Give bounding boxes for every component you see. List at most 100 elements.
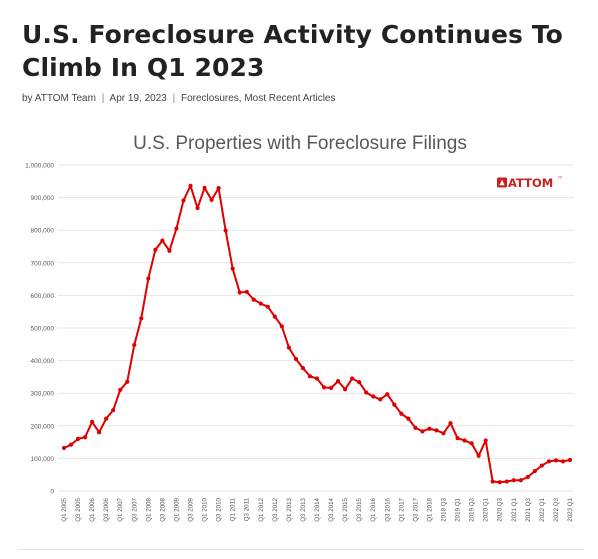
x-tick-label: 2018 Q3: [441, 497, 448, 521]
data-point: [68, 442, 74, 447]
data-point: [97, 430, 102, 435]
data-point: [328, 385, 334, 391]
x-tick-label: Q3 2009: [188, 497, 195, 521]
x-tick-label: Q1 2012: [258, 497, 265, 521]
data-point: [560, 459, 566, 464]
y-tick-label: 400,000: [31, 358, 55, 365]
x-tick-label: Q1 2005: [61, 497, 68, 521]
x-tick-label: Q3 2008: [159, 497, 166, 521]
data-point: [525, 474, 530, 480]
data-point: [448, 421, 453, 426]
y-tick-label: 700,000: [31, 260, 55, 267]
data-point: [237, 290, 242, 295]
data-point: [546, 459, 552, 464]
x-tick-label: 2023 Q1: [567, 497, 574, 521]
data-point: [399, 411, 404, 416]
data-point: [272, 314, 277, 319]
data-point: [146, 276, 151, 281]
data-point: [258, 301, 263, 306]
x-tick-label: Q1 2018: [426, 497, 433, 521]
y-tick-label: 800,000: [31, 228, 55, 235]
data-point: [174, 226, 179, 231]
data-point: [504, 479, 509, 484]
x-tick-label: Q1 2009: [173, 497, 180, 521]
data-point: [343, 387, 348, 392]
publish-date: Apr 19, 2023: [109, 93, 167, 104]
meta-separator: |: [101, 93, 105, 104]
data-point: [202, 185, 207, 190]
data-point: [314, 376, 320, 381]
data-point: [307, 374, 313, 379]
data-series: [61, 183, 573, 485]
data-point: [279, 324, 284, 329]
data-point: [300, 365, 306, 371]
data-point: [125, 379, 130, 384]
data-point: [392, 402, 397, 407]
x-tick-label: Q1 2010: [202, 497, 209, 521]
attom-logo: ATTOM ™: [497, 176, 563, 190]
x-tick-label: 2022 Q3: [553, 497, 560, 521]
article-meta: by ATTOM Team | Apr 19, 2023 | Foreclosu…: [22, 93, 335, 104]
data-point: [139, 316, 144, 321]
data-point: [188, 183, 193, 188]
data-point: [321, 385, 327, 390]
y-tick-label: 600,000: [31, 293, 55, 300]
category-links[interactable]: Foreclosures, Most Recent Articles: [180, 93, 336, 104]
data-point: [335, 379, 341, 384]
author-link[interactable]: ATTOM Team: [34, 93, 96, 104]
data-point: [364, 390, 369, 395]
x-tick-label: Q1 2006: [89, 497, 96, 521]
attom-logo-text: ATTOM: [508, 176, 553, 190]
data-point: [251, 297, 256, 302]
y-tick-label: 500,000: [31, 326, 55, 333]
attom-logo-glyph: [499, 179, 505, 186]
data-point: [490, 479, 495, 484]
data-point: [434, 428, 439, 433]
divider: [18, 549, 584, 550]
x-tick-label: 2020 Q1: [483, 497, 490, 521]
data-point: [567, 457, 573, 463]
data-point: [160, 238, 165, 243]
meta-separator: |: [172, 93, 176, 104]
article-title: U.S. Foreclosure Activity Continues To C…: [22, 20, 563, 82]
data-point: [469, 441, 474, 446]
data-point: [244, 289, 249, 294]
data-point: [427, 426, 432, 431]
data-point: [483, 438, 488, 443]
data-point: [357, 380, 362, 385]
y-tick-label: 200,000: [31, 423, 55, 430]
x-tick-label: Q3 2015: [356, 497, 363, 521]
byline-prefix: by: [22, 93, 33, 104]
x-tick-label: Q3 2013: [300, 497, 307, 521]
data-point: [118, 387, 123, 393]
y-tick-label: 300,000: [31, 391, 55, 398]
x-axis: Q1 2005 Q3 2005 Q1 2006 Q3 2006 Q1 2007 Q3 20…: [61, 497, 574, 521]
x-tick-label: Q3 2012: [272, 497, 279, 521]
data-point: [497, 480, 502, 485]
data-point: [413, 425, 418, 430]
y-tick-label: 0: [50, 489, 54, 496]
data-point: [286, 345, 291, 350]
x-tick-label: Q3 2014: [328, 497, 335, 521]
x-tick-label: Q1 2013: [286, 497, 293, 521]
data-point: [230, 266, 235, 271]
y-tick-label: 900,000: [31, 195, 55, 202]
x-tick-label: Q1 2016: [370, 497, 377, 521]
data-point: [90, 419, 95, 424]
x-tick-label: Q3 2005: [75, 497, 82, 521]
data-point: [209, 197, 214, 202]
data-point: [511, 478, 516, 483]
y-axis: 0 100,000 200,000 300,000 400,000 500,000 600,…: [25, 163, 54, 496]
data-point: [385, 392, 390, 397]
x-tick-label: 2021 Q1: [511, 497, 518, 521]
data-point: [462, 438, 467, 443]
chart-title: U.S. Properties with Foreclosure Filings: [133, 133, 467, 154]
data-point: [111, 408, 116, 413]
y-tick-label: 100,000: [31, 456, 55, 463]
data-point: [181, 198, 186, 203]
x-tick-label: Q1 2011: [230, 497, 237, 521]
x-tick-label: 2021 Q3: [525, 497, 532, 521]
x-tick-label: Q3 2006: [103, 497, 110, 521]
data-point: [378, 397, 383, 402]
data-point: [532, 469, 537, 474]
